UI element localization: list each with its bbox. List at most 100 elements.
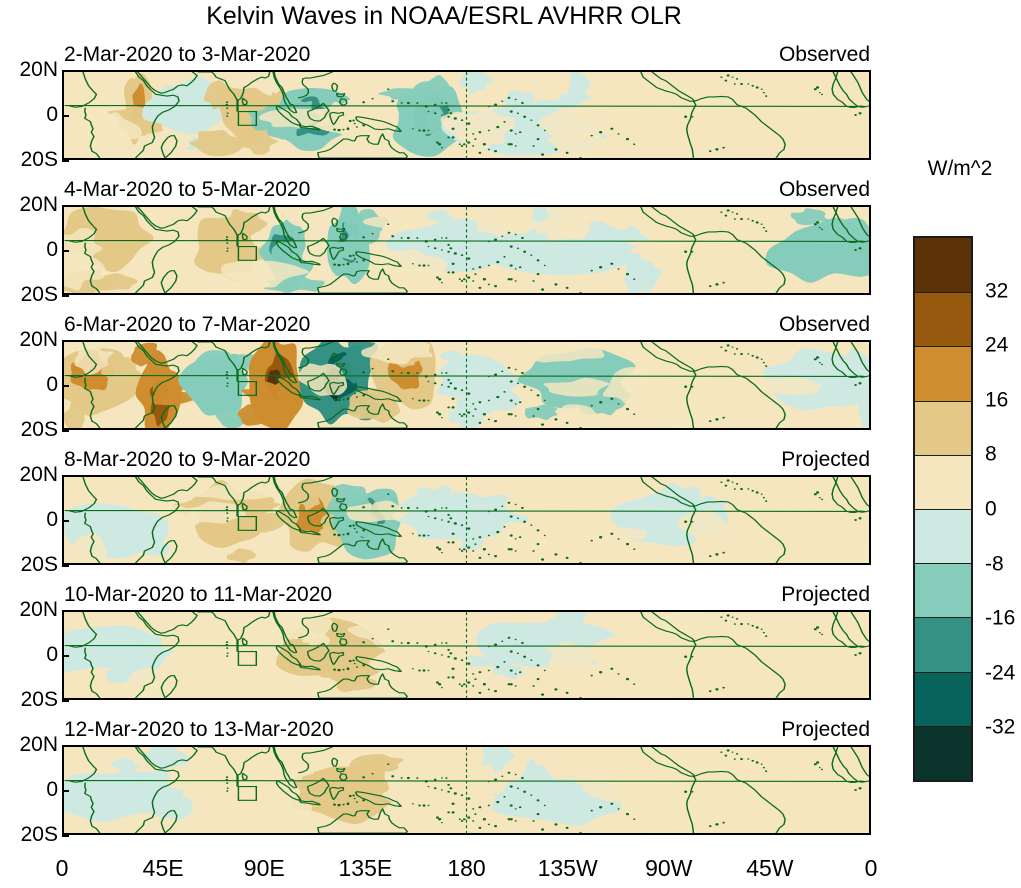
- y-tick-label: 20N: [19, 598, 58, 621]
- x-tick-label: 90W: [645, 855, 693, 881]
- y-tick-mark: [62, 250, 69, 252]
- colorbar-band: [915, 238, 971, 293]
- y-tick-mark: [62, 475, 69, 477]
- panel-header: 8-Mar-2020 to 9-Mar-2020 Projected: [62, 448, 871, 474]
- y-tick-mark: [62, 745, 69, 747]
- y-tick-mark: [62, 160, 69, 162]
- panel-date-range: 2-Mar-2020 to 3-Mar-2020: [64, 43, 311, 66]
- y-tick-mark: [62, 385, 69, 387]
- map-field: [64, 477, 869, 563]
- y-tick-mark: [62, 655, 69, 657]
- y-tick-mark: [62, 610, 69, 612]
- y-tick-mark: [62, 835, 69, 837]
- y-tick-label: 20S: [20, 148, 58, 171]
- map-panel: 4-Mar-2020 to 5-Mar-2020 Observed: [62, 178, 871, 295]
- colorbar-tick-label: -8: [985, 552, 1004, 576]
- x-tick-label: 180: [447, 855, 486, 881]
- colorbar-band: [915, 292, 971, 347]
- x-tick-label: 0: [864, 855, 878, 881]
- colorbar-tick-label: -24: [985, 661, 1016, 685]
- map-frame: [62, 205, 871, 295]
- colorbar-band: [915, 400, 971, 455]
- y-tick-label: 20S: [20, 418, 58, 441]
- panel-header: 6-Mar-2020 to 7-Mar-2020 Observed: [62, 313, 871, 339]
- y-tick-label: 0: [46, 778, 58, 801]
- x-tick-label: 90E: [243, 855, 285, 881]
- anomaly-field: [64, 612, 869, 698]
- colorbar[interactable]: [913, 236, 973, 782]
- map-frame: [62, 70, 871, 160]
- y-tick-mark: [62, 790, 69, 792]
- y-tick-mark: [62, 565, 69, 567]
- map-panel: 12-Mar-2020 to 13-Mar-2020 Projected: [62, 718, 871, 835]
- map-panel: 6-Mar-2020 to 7-Mar-2020 Observed: [62, 313, 871, 430]
- panel-status-label: Observed: [778, 178, 870, 201]
- coastlines: [64, 72, 869, 158]
- panel-status-label: Projected: [781, 718, 870, 741]
- x-axis-labels: 0 45E 90E 135E 180 135W 90W 45W 0: [0, 855, 1021, 885]
- panel-date-range: 12-Mar-2020 to 13-Mar-2020: [64, 718, 334, 741]
- panel-status-label: Observed: [778, 43, 870, 66]
- panel-date-range: 8-Mar-2020 to 9-Mar-2020: [64, 448, 311, 471]
- panel-header: 12-Mar-2020 to 13-Mar-2020 Projected: [62, 718, 871, 744]
- y-tick-label: 0: [46, 643, 58, 666]
- x-tick-label: 135E: [338, 855, 393, 881]
- y-tick-mark: [62, 520, 69, 522]
- y-tick-mark: [62, 700, 69, 702]
- y-tick-label: 20N: [19, 328, 58, 351]
- colorbar-tick-label: 8: [985, 442, 997, 466]
- map-field: [64, 72, 869, 158]
- y-tick-label: 0: [46, 103, 58, 126]
- anomaly-field: [64, 477, 869, 563]
- y-tick-label: 20N: [19, 193, 58, 216]
- map-panel: 8-Mar-2020 to 9-Mar-2020 Projected: [62, 448, 871, 565]
- y-tick-label: 20N: [19, 733, 58, 756]
- coastlines: [64, 747, 869, 833]
- panel-date-range: 6-Mar-2020 to 7-Mar-2020: [64, 313, 311, 336]
- y-tick-label: 20N: [19, 58, 58, 81]
- y-tick-mark: [62, 430, 69, 432]
- colorbar-band: [915, 346, 971, 401]
- map-panel: 10-Mar-2020 to 11-Mar-2020 Projected: [62, 583, 871, 700]
- x-tick-label: 135W: [537, 855, 598, 881]
- coastlines: [64, 477, 869, 563]
- x-tick-label: 0: [55, 855, 69, 881]
- y-tick-label: 20S: [20, 553, 58, 576]
- colorbar-band: [915, 454, 971, 509]
- colorbar-band: [915, 617, 971, 672]
- map-frame: [62, 340, 871, 430]
- y-tick-label: 0: [46, 373, 58, 396]
- y-tick-label: 0: [46, 238, 58, 261]
- colorbar-tick-label: 16: [985, 388, 1009, 412]
- y-tick-label: 20S: [20, 283, 58, 306]
- panel-header: 10-Mar-2020 to 11-Mar-2020 Projected: [62, 583, 871, 609]
- colorbar-tick-label: -16: [985, 606, 1016, 630]
- panel-status-label: Projected: [781, 583, 870, 606]
- page-title: Kelvin Waves in NOAA/ESRL AVHRR OLR: [206, 2, 682, 30]
- panel-status-label: Projected: [781, 448, 870, 471]
- y-tick-label: 0: [46, 508, 58, 531]
- map-field: [64, 747, 869, 833]
- coastlines: [64, 207, 869, 293]
- colorbar-band: [915, 671, 971, 726]
- x-tick-label: 45E: [142, 855, 184, 881]
- map-frame: [62, 745, 871, 835]
- y-tick-label: 20S: [20, 688, 58, 711]
- panel-status-label: Observed: [778, 313, 870, 336]
- map-field: [64, 342, 869, 428]
- map-panel: 2-Mar-2020 to 3-Mar-2020 Observed: [62, 43, 871, 160]
- y-tick-mark: [62, 340, 69, 342]
- colorbar-tick-label: -32: [985, 715, 1016, 739]
- colorbar-tick-label: 0: [985, 497, 997, 521]
- coastlines: [64, 342, 869, 428]
- y-tick-mark: [62, 295, 69, 297]
- colorbar-tick-label: 32: [985, 279, 1009, 303]
- anomaly-field: [64, 747, 869, 833]
- y-tick-mark: [62, 205, 69, 207]
- map-field: [64, 207, 869, 293]
- colorbar-band: [915, 563, 971, 618]
- colorbar-unit-label: W/m^2: [927, 157, 993, 180]
- y-tick-label: 20N: [19, 463, 58, 486]
- y-tick-mark: [62, 115, 69, 117]
- map-frame: [62, 610, 871, 700]
